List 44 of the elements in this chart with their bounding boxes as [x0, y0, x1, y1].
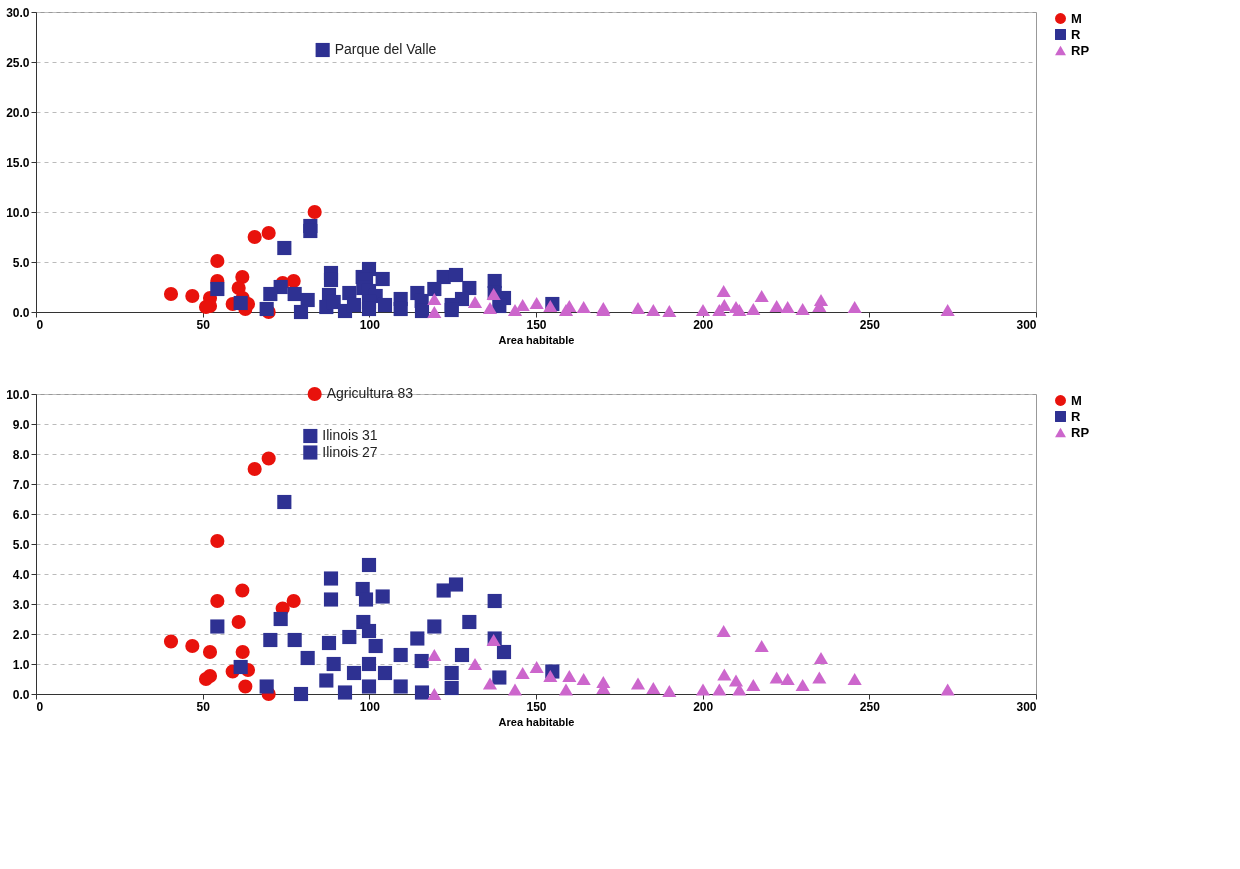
- x-tick-label: 150: [526, 317, 547, 332]
- annotation: Ilinois 27: [322, 443, 378, 460]
- x-tick-label: 250: [859, 317, 881, 332]
- y-tick-label: 20.0: [6, 105, 30, 120]
- x-tick-label: 200: [693, 317, 714, 332]
- y-tick-label: 6.0: [12, 507, 30, 522]
- y-tick-label: 2.0: [12, 627, 30, 642]
- x-tick-label: 100: [359, 699, 381, 714]
- annotation: Ilinois 31: [322, 427, 378, 443]
- y-tick-label: 5.0: [12, 537, 30, 552]
- legend-label: R: [1071, 26, 1081, 42]
- x-tick-label: 300: [1016, 699, 1037, 714]
- y-tick-label: 0.0: [12, 687, 30, 702]
- y-tick-label: 7.0: [12, 477, 30, 492]
- y-tick-label: 8.0: [12, 447, 30, 462]
- y-tick-label: 1.0: [12, 657, 30, 672]
- x-tick-label: 200: [693, 699, 714, 714]
- x-tick-label: 100: [359, 317, 381, 332]
- y-tick-label: 10.0: [6, 205, 30, 220]
- y-tick-label: 25.0: [6, 55, 30, 70]
- legend-label: M: [1071, 392, 1082, 408]
- y-tick-label: 3.0: [12, 597, 30, 612]
- legend-label: RP: [1071, 42, 1090, 58]
- annotation: Agricultura 83: [326, 385, 414, 401]
- x-tick-label: 0: [36, 699, 44, 714]
- x-tick-label: 250: [859, 699, 881, 714]
- y-tick-label: 0.0: [12, 305, 30, 320]
- y-tick-label: 30.0: [6, 5, 30, 20]
- x-tick-label: 0: [36, 317, 44, 332]
- legend-label: M: [1071, 10, 1082, 26]
- y-tick-label: 5.0: [12, 255, 30, 270]
- x-tick-label: 50: [196, 699, 211, 714]
- legend-label: R: [1071, 408, 1081, 424]
- x-tick-label: 50: [196, 317, 211, 332]
- legend-label: RP: [1071, 424, 1090, 440]
- x-axis-title: Area habitable: [498, 333, 575, 346]
- y-tick-label: 9.0: [12, 417, 30, 432]
- x-tick-label: 300: [1016, 317, 1037, 332]
- x-axis-title: Area habitable: [498, 715, 575, 728]
- y-tick-label: 4.0: [12, 567, 30, 582]
- annotation: Parque del Valle: [334, 41, 437, 57]
- y-tick-label: 10.0: [6, 387, 30, 402]
- y-tick-label: 15.0: [6, 155, 30, 170]
- x-tick-label: 150: [526, 699, 547, 714]
